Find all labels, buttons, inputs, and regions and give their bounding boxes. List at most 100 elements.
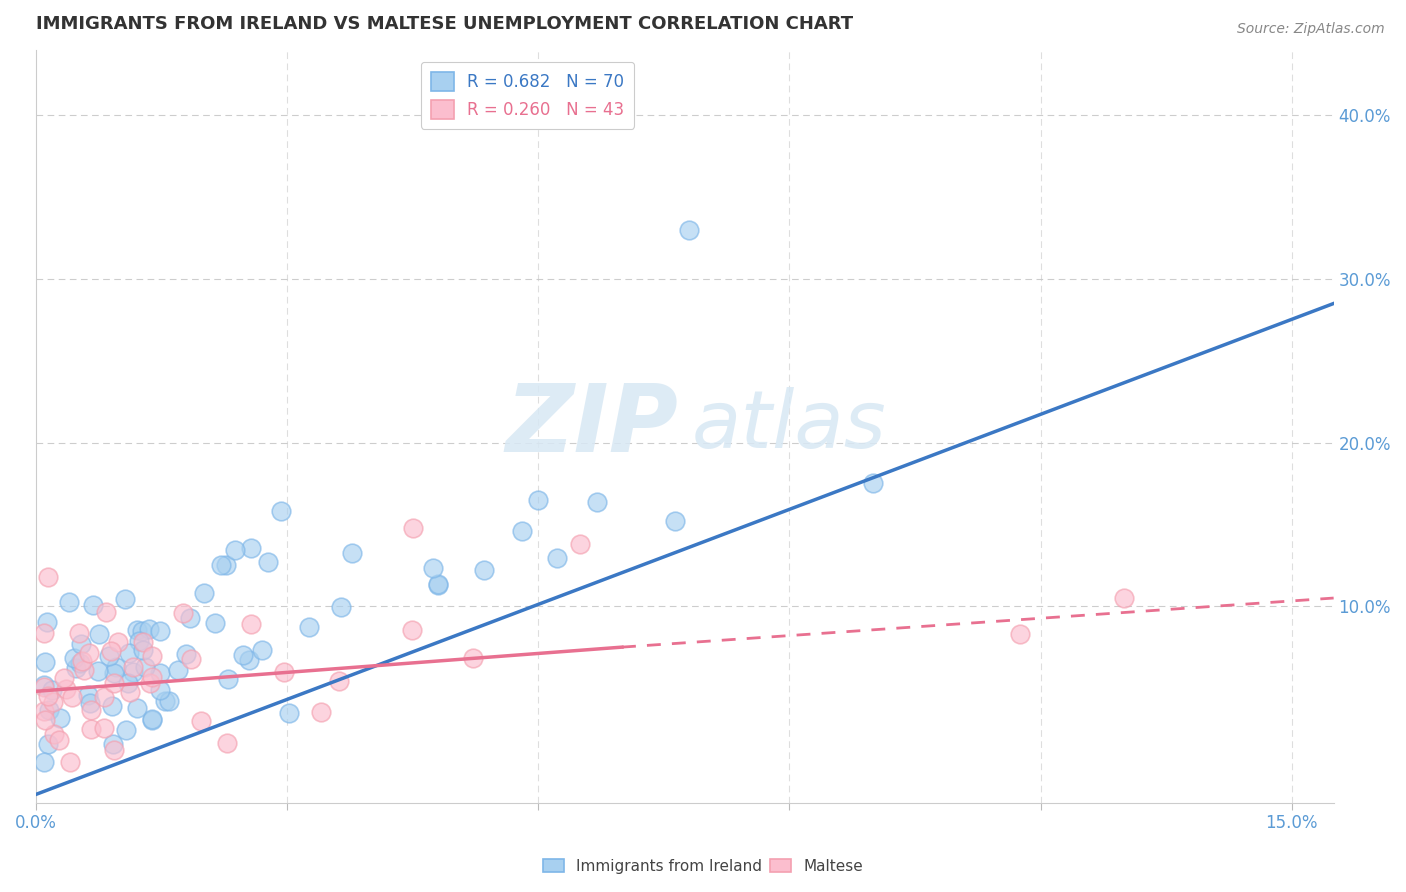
Maltese	[180, 652, 202, 666]
Maltese	[73, 663, 96, 677]
Immigrants from Ireland	[155, 694, 177, 708]
Immigrants from Ireland	[37, 737, 59, 751]
Immigrants from Ireland	[238, 653, 260, 667]
Immigrants from Ireland	[224, 543, 246, 558]
Immigrants from Ireland	[546, 550, 568, 565]
Text: Source: ZipAtlas.com: Source: ZipAtlas.com	[1237, 22, 1385, 37]
Immigrants from Ireland	[134, 660, 156, 674]
Maltese	[42, 695, 65, 709]
Immigrants from Ireland	[101, 699, 124, 714]
Immigrants from Ireland	[114, 723, 136, 737]
Maltese	[215, 736, 238, 750]
Maltese	[240, 617, 263, 632]
Maltese	[80, 723, 103, 737]
Maltese	[121, 660, 143, 674]
Immigrants from Ireland	[34, 755, 56, 769]
Maltese	[1010, 627, 1032, 641]
Immigrants from Ireland	[141, 712, 163, 726]
Immigrants from Ireland	[157, 694, 180, 708]
Maltese	[52, 671, 75, 685]
Immigrants from Ireland	[678, 223, 700, 237]
Maltese	[96, 606, 118, 620]
Immigrants from Ireland	[278, 706, 301, 720]
Immigrants from Ireland	[105, 659, 128, 673]
Immigrants from Ireland	[97, 648, 120, 663]
Maltese	[79, 647, 101, 661]
Text: atlas: atlas	[692, 387, 886, 466]
Immigrants from Ireland	[37, 615, 59, 629]
Immigrants from Ireland	[103, 737, 125, 751]
Immigrants from Ireland	[38, 703, 60, 717]
Immigrants from Ireland	[87, 664, 110, 678]
Maltese	[328, 674, 350, 689]
Immigrants from Ireland	[87, 627, 110, 641]
Immigrants from Ireland	[82, 598, 104, 612]
Maltese	[59, 755, 82, 769]
Immigrants from Ireland	[149, 666, 172, 681]
Immigrants from Ireland	[209, 558, 232, 572]
Text: ZIP: ZIP	[505, 380, 678, 472]
Maltese	[120, 685, 142, 699]
Immigrants from Ireland	[232, 648, 254, 662]
Immigrants from Ireland	[422, 561, 444, 575]
Maltese	[401, 623, 423, 637]
Immigrants from Ireland	[34, 655, 56, 669]
Text: IMMIGRANTS FROM IRELAND VS MALTESE UNEMPLOYMENT CORRELATION CHART: IMMIGRANTS FROM IRELAND VS MALTESE UNEMP…	[37, 15, 853, 33]
Immigrants from Ireland	[252, 643, 274, 657]
Immigrants from Ireland	[63, 650, 86, 665]
Immigrants from Ireland	[128, 634, 150, 648]
Maltese	[463, 651, 485, 665]
Immigrants from Ireland	[103, 666, 125, 681]
Immigrants from Ireland	[58, 595, 80, 609]
Immigrants from Ireland	[472, 563, 495, 577]
Maltese	[103, 676, 125, 690]
Maltese	[107, 635, 129, 649]
Legend: Immigrants from Ireland, Maltese: Immigrants from Ireland, Maltese	[537, 853, 869, 880]
Maltese	[141, 670, 163, 684]
Maltese	[79, 703, 101, 717]
Maltese	[190, 714, 212, 729]
Immigrants from Ireland	[586, 495, 609, 509]
Maltese	[60, 690, 83, 705]
Immigrants from Ireland	[149, 683, 172, 698]
Immigrants from Ireland	[664, 515, 686, 529]
Immigrants from Ireland	[79, 696, 101, 710]
Maltese	[402, 521, 425, 535]
Immigrants from Ireland	[132, 643, 155, 657]
Immigrants from Ireland	[65, 661, 87, 675]
Maltese	[141, 649, 163, 664]
Immigrants from Ireland	[527, 493, 550, 508]
Immigrants from Ireland	[297, 620, 319, 634]
Immigrants from Ireland	[217, 673, 239, 687]
Immigrants from Ireland	[49, 711, 72, 725]
Immigrants from Ireland	[125, 623, 148, 637]
Legend: R = 0.682   N = 70, R = 0.260   N = 43: R = 0.682 N = 70, R = 0.260 N = 43	[420, 62, 634, 128]
Immigrants from Ireland	[270, 504, 292, 518]
Immigrants from Ireland	[69, 637, 91, 651]
Immigrants from Ireland	[174, 648, 197, 662]
Maltese	[309, 705, 332, 719]
Immigrants from Ireland	[240, 541, 263, 555]
Maltese	[55, 681, 77, 696]
Immigrants from Ireland	[131, 624, 153, 639]
Maltese	[569, 537, 592, 551]
Maltese	[67, 625, 90, 640]
Immigrants from Ireland	[329, 599, 352, 614]
Maltese	[37, 689, 59, 703]
Immigrants from Ireland	[121, 665, 143, 679]
Immigrants from Ireland	[215, 558, 238, 572]
Immigrants from Ireland	[117, 675, 139, 690]
Immigrants from Ireland	[204, 615, 226, 630]
Maltese	[103, 743, 125, 757]
Immigrants from Ireland	[34, 678, 56, 692]
Immigrants from Ireland	[114, 592, 136, 607]
Immigrants from Ireland	[141, 713, 163, 727]
Maltese	[132, 634, 155, 648]
Immigrants from Ireland	[167, 663, 190, 677]
Maltese	[34, 680, 56, 694]
Immigrants from Ireland	[510, 524, 533, 539]
Immigrants from Ireland	[138, 622, 160, 636]
Immigrants from Ireland	[193, 586, 215, 600]
Maltese	[273, 665, 295, 679]
Maltese	[172, 607, 194, 621]
